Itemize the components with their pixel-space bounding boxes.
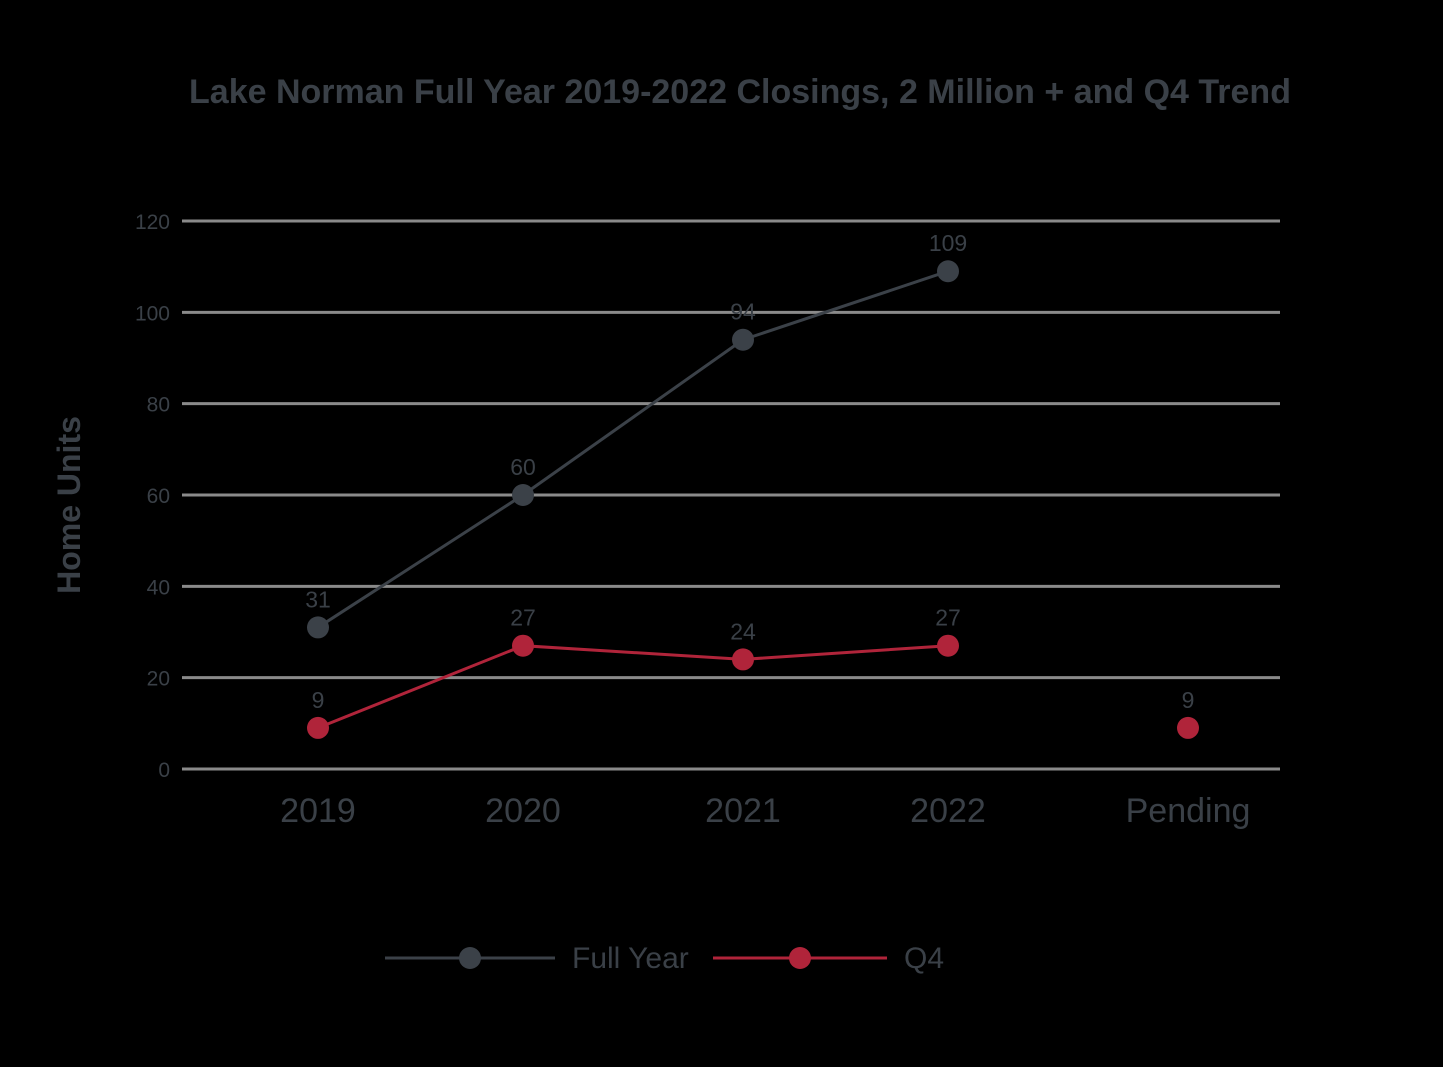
series-group: 31 60 94 109 9 27 24 27 9 <box>305 230 1199 739</box>
x-tick-label: Pending <box>1126 792 1251 830</box>
legend-item: Full Year <box>385 942 689 975</box>
y-tick-label: 40 <box>147 576 170 599</box>
legend-marker <box>459 947 481 969</box>
data-point <box>512 484 534 506</box>
legend-label: Full Year <box>572 942 689 975</box>
data-label: 9 <box>1182 687 1195 713</box>
x-tick-label: 2019 <box>280 792 356 830</box>
data-label: 109 <box>929 230 967 256</box>
x-tick-label: 2020 <box>485 792 561 830</box>
grid-lines <box>182 219 1280 771</box>
y-axis-label: Home Units <box>51 416 87 594</box>
data-point <box>937 260 959 283</box>
y-tick-label: 80 <box>147 394 170 417</box>
legend-label: Q4 <box>904 942 944 975</box>
data-point <box>512 634 534 657</box>
data-point <box>307 616 329 639</box>
data-label: 60 <box>510 454 536 480</box>
data-label: 27 <box>510 605 536 631</box>
data-label: 31 <box>305 586 331 612</box>
series-full-year: 31 60 94 109 <box>305 230 967 639</box>
series-line <box>317 269 949 629</box>
legend-item: Q4 <box>713 942 944 975</box>
y-tick-label: 120 <box>135 211 170 234</box>
data-point <box>732 328 754 351</box>
data-label: 27 <box>935 605 961 631</box>
data-label: 94 <box>730 299 756 325</box>
data-point <box>732 648 754 671</box>
x-axis-ticks: 2019 2020 2021 2022 Pending <box>280 792 1250 830</box>
data-point <box>937 634 959 657</box>
legend-marker <box>789 947 811 969</box>
y-tick-label: 60 <box>147 485 170 508</box>
x-tick-label: 2022 <box>910 792 986 830</box>
series-line <box>317 644 949 730</box>
y-axis-ticks: 0 20 40 60 80 100 120 <box>135 211 170 782</box>
chart-title: Lake Norman Full Year 2019-2022 Closings… <box>189 73 1291 111</box>
series-q4: 9 27 24 27 9 <box>307 605 1199 739</box>
y-tick-label: 0 <box>158 759 170 782</box>
data-point <box>307 716 329 739</box>
data-label: 9 <box>312 687 325 713</box>
data-label: 24 <box>730 618 756 644</box>
y-tick-label: 20 <box>147 668 170 691</box>
x-tick-label: 2021 <box>705 792 781 830</box>
y-tick-label: 100 <box>135 302 170 325</box>
legend: Full Year Q4 <box>385 942 944 975</box>
data-point <box>1177 716 1199 739</box>
